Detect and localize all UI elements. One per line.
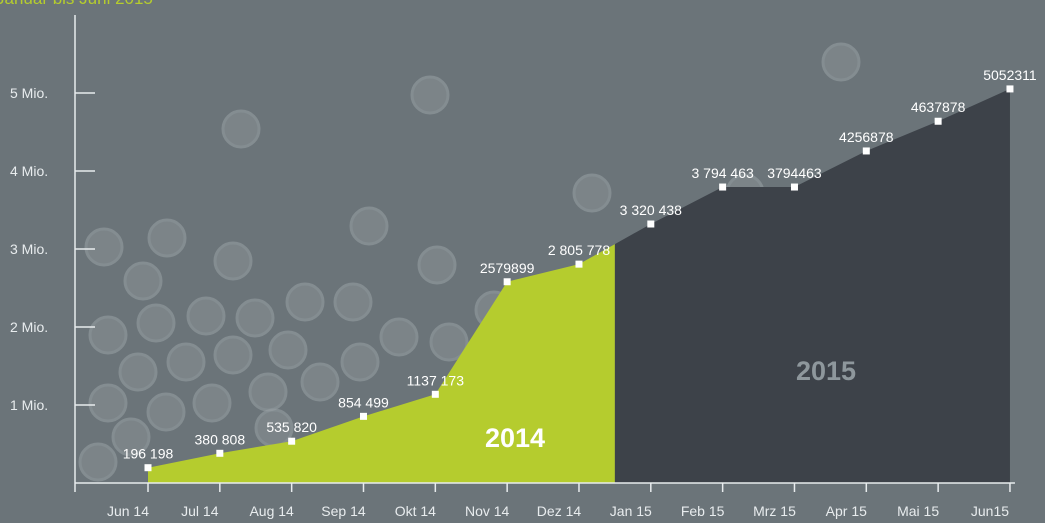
value-label: 4256878	[839, 129, 894, 145]
data-point	[504, 278, 511, 285]
chart-title: Januar bis Juni 2015	[0, 0, 153, 8]
x-tick-label: Dez 14	[537, 503, 582, 519]
value-label: 3794463	[767, 165, 822, 181]
x-tick-label: Aug 14	[249, 503, 294, 519]
data-point	[360, 413, 367, 420]
data-point	[216, 450, 223, 457]
value-label: 380 808	[195, 431, 246, 447]
x-tick-label: Apr 15	[826, 503, 867, 519]
data-point	[288, 438, 295, 445]
x-tick-label: Jun15	[971, 503, 1009, 519]
value-label: 2579899	[480, 260, 535, 276]
y-tick-label: 1 Mio.	[10, 397, 48, 413]
chart: Januar bis Juni 2015 1 Mio. 2 Mio. 3 Mio. 4…	[0, 0, 1045, 523]
data-point	[935, 118, 942, 125]
value-label: 1137 173	[407, 372, 465, 388]
value-label: 535 820	[266, 419, 317, 435]
data-point	[1006, 85, 1013, 92]
data-point	[145, 464, 152, 471]
data-point	[719, 184, 726, 191]
y-tick-label: 5 Mio.	[10, 85, 48, 101]
y-tick-label: 4 Mio.	[10, 163, 48, 179]
x-tick-label: Mrz 15	[753, 503, 796, 519]
data-point	[791, 184, 798, 191]
y-tick-label: 3 Mio.	[10, 241, 48, 257]
data-point	[432, 391, 439, 398]
value-label: 4637878	[911, 99, 966, 115]
value-label: 3 794 463	[691, 165, 753, 181]
x-tick-label: Nov 14	[465, 503, 510, 519]
data-point	[647, 221, 654, 228]
year-label: 2014	[485, 423, 545, 453]
value-label: 854 499	[338, 394, 389, 410]
year-label: 2015	[796, 356, 856, 386]
x-tick-label: Jan 15	[610, 503, 652, 519]
value-label: 3 320 438	[620, 202, 682, 218]
value-label: 196 198	[123, 446, 174, 462]
x-tick-label: Okt 14	[395, 503, 436, 519]
x-tick-label: Jun 14	[107, 503, 149, 519]
data-point	[863, 147, 870, 154]
value-label: 5052311	[983, 67, 1037, 83]
x-tick-label: Feb 15	[681, 503, 725, 519]
value-label: 2 805 778	[548, 242, 610, 258]
x-tick-label: Sep 14	[321, 503, 366, 519]
x-tick-label: Jul 14	[181, 503, 219, 519]
y-tick-label: 2 Mio.	[10, 319, 48, 335]
x-tick-label: Mai 15	[897, 503, 939, 519]
data-point	[575, 261, 582, 268]
